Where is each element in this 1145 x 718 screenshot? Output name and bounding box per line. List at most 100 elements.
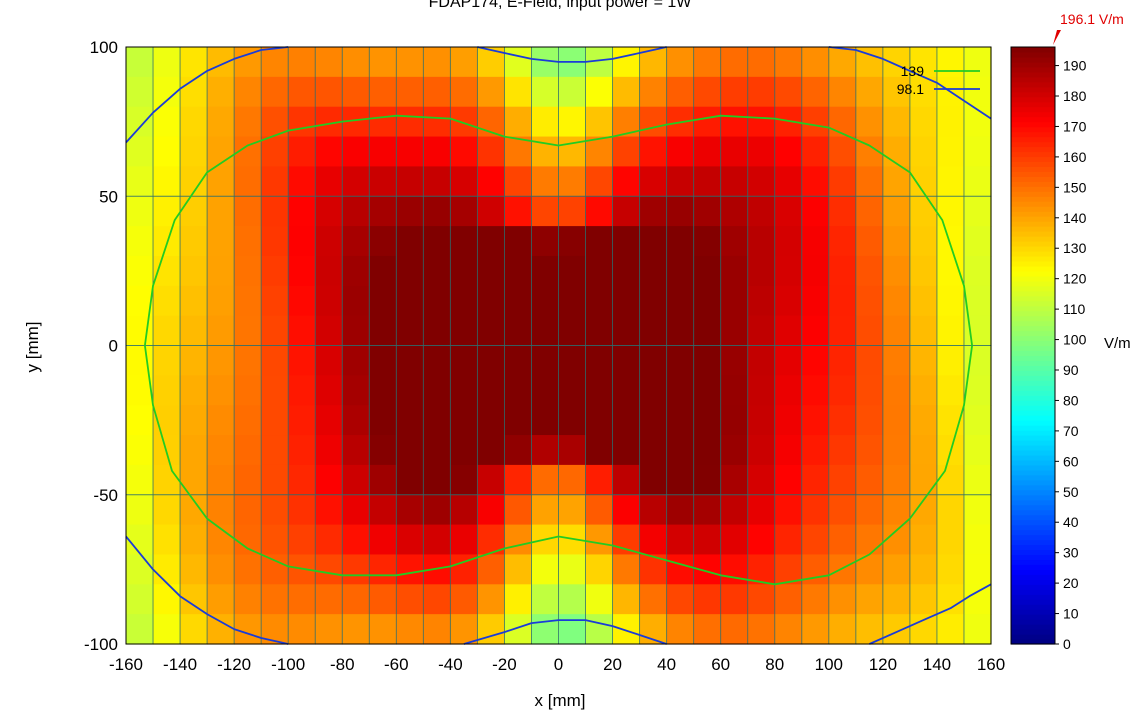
heatmap-cell: [585, 226, 614, 257]
heatmap-cell: [126, 226, 154, 257]
heatmap-cell: [153, 464, 181, 496]
heatmap-cell: [153, 584, 181, 615]
heatmap-cell: [855, 435, 884, 466]
heatmap-cell: [180, 375, 208, 406]
heatmap-cell: [693, 136, 722, 167]
heatmap-cell: [882, 345, 911, 376]
colorbar-segment: [1011, 579, 1055, 585]
heatmap-cell: [450, 584, 479, 615]
heatmap-cell: [720, 196, 749, 227]
heatmap-cell: [585, 106, 614, 138]
heatmap-cell: [477, 584, 506, 615]
heatmap-cell: [639, 345, 668, 376]
heatmap-cell: [612, 47, 641, 78]
heatmap-cell: [423, 136, 451, 167]
heatmap-cell: [450, 255, 479, 287]
x-tick-label: -40: [438, 655, 463, 674]
colorbar-tick-label: 100: [1063, 332, 1087, 348]
heatmap-cell: [612, 345, 641, 376]
colorbar-segment: [1011, 106, 1055, 113]
heatmap-cell: [369, 285, 397, 317]
heatmap-cell: [747, 76, 776, 108]
colorbar-segment: [1011, 335, 1055, 342]
heatmap-cell: [801, 285, 830, 317]
heatmap-cell: [666, 435, 695, 466]
heatmap-cell: [639, 584, 668, 615]
heatmap-cell: [504, 76, 533, 108]
heatmap-cell: [153, 47, 181, 78]
colorbar-tick-label: 80: [1063, 392, 1079, 408]
colorbar-segment: [1011, 285, 1055, 292]
heatmap-cell: [126, 196, 154, 227]
heatmap-cell: [963, 435, 992, 466]
heatmap-cell: [396, 375, 424, 406]
heatmap-cell: [180, 76, 208, 108]
colorbar-tick-label: 130: [1063, 240, 1087, 256]
heatmap-cell: [720, 375, 749, 406]
heatmap-cell: [504, 464, 533, 496]
heatmap-cell: [153, 196, 181, 227]
heatmap-cell: [261, 285, 289, 317]
heatmap-cell: [558, 166, 587, 197]
heatmap-cell: [369, 226, 397, 257]
colorbar-segment: [1011, 325, 1055, 332]
heatmap-cell: [585, 285, 614, 317]
heatmap-cell: [531, 315, 560, 347]
heatmap-cell: [126, 106, 154, 138]
heatmap-cell: [693, 255, 722, 287]
colorbar-segment: [1011, 494, 1055, 501]
heatmap-cell: [288, 494, 316, 526]
heatmap-cell: [396, 136, 424, 167]
heatmap-cell: [963, 226, 992, 257]
heatmap-cell: [504, 345, 533, 376]
colorbar-segment: [1011, 410, 1055, 416]
heatmap-cell: [423, 196, 451, 227]
contour-98.1: [477, 46, 667, 63]
colorbar-unit-label: V/m: [1104, 335, 1131, 352]
heatmap-cell: [693, 375, 722, 406]
heatmap-cell: [477, 554, 506, 585]
heatmap-cell: [369, 136, 397, 167]
heatmap-cell: [666, 345, 695, 376]
x-tick-label: -140: [163, 655, 197, 674]
heatmap-cell: [126, 494, 154, 526]
colorbar-segment: [1011, 151, 1055, 158]
heatmap-cell: [369, 315, 397, 347]
heatmap-cell: [369, 375, 397, 406]
heatmap-cell: [315, 614, 343, 645]
heatmap-cell: [504, 584, 533, 615]
heatmap-cell: [423, 255, 451, 287]
heatmap-cell: [342, 315, 370, 347]
heatmap-cell: [477, 614, 506, 645]
colorbar-segment: [1011, 111, 1055, 118]
heatmap-cell: [234, 255, 262, 287]
heatmap-cell: [369, 255, 397, 287]
heatmap-cell: [288, 47, 316, 78]
heatmap-cell: [585, 136, 614, 167]
heatmap-cell: [882, 285, 911, 317]
heatmap-cell: [531, 435, 560, 466]
heatmap-cell: [774, 285, 803, 317]
heatmap-cell: [882, 375, 911, 406]
colorbar-segment: [1011, 61, 1055, 68]
heatmap-cell: [828, 315, 857, 347]
heatmap-cell: [693, 226, 722, 257]
colorbar-frame: [1010, 46, 1056, 645]
heatmap-cell: [855, 285, 884, 317]
colorbar-tick-label: 40: [1063, 514, 1079, 530]
colorbar-segment: [1011, 624, 1055, 630]
heatmap-cell: [315, 584, 343, 615]
heatmap-cell: [801, 494, 830, 526]
heatmap-cell: [828, 375, 857, 406]
heatmap-cell: [207, 614, 235, 645]
heatmap-cell: [504, 255, 533, 287]
heatmap-cell: [126, 464, 154, 496]
colorbar-segment: [1011, 415, 1055, 421]
heatmap-cell: [774, 255, 803, 287]
colorbar-tick-label: 90: [1063, 362, 1079, 378]
colorbar-segment: [1011, 186, 1055, 192]
heatmap-cells: [126, 47, 992, 645]
heatmap-cell: [207, 255, 235, 287]
colorbar-segment: [1011, 469, 1055, 476]
